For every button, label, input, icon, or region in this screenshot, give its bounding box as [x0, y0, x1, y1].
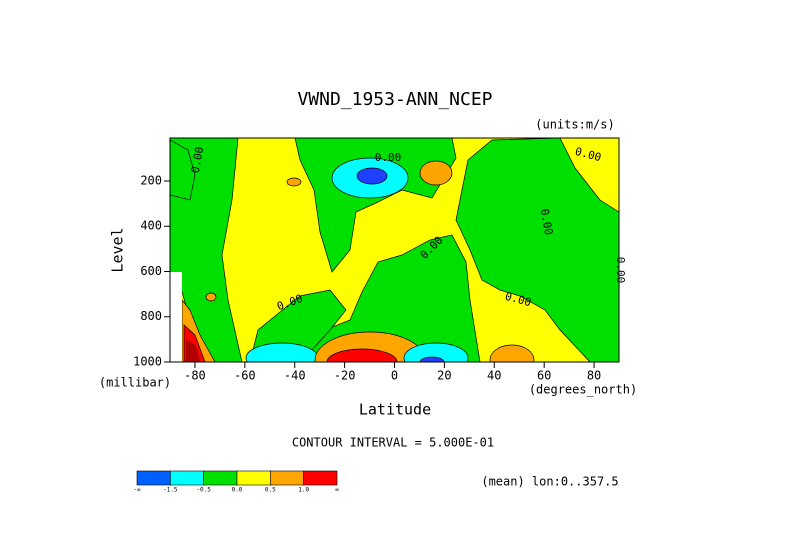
- region-orange: [205, 292, 217, 302]
- y-units: (millibar): [99, 376, 171, 390]
- y-tick-label: 200: [140, 173, 162, 187]
- colorbar-swatch: [136, 470, 171, 486]
- region-darkred: [186, 340, 200, 362]
- colorbar-swatch: [203, 470, 238, 486]
- colorbar-label: -0.5: [196, 487, 211, 494]
- region-cyan: [245, 342, 319, 362]
- colorbar-label: -∞: [133, 487, 141, 494]
- region-green: [170, 139, 196, 201]
- x-tick-label: -40: [284, 369, 306, 383]
- contour-label: 0.00: [614, 257, 627, 284]
- colorbar-swatch: [303, 470, 338, 486]
- x-tick-label: 40: [487, 369, 501, 383]
- region-green: [455, 138, 619, 362]
- colorbar-label: 0.0: [232, 487, 243, 494]
- contour-label: 0.00: [538, 208, 555, 236]
- colorbar-swatch: [170, 470, 204, 486]
- colorbar-swatch: [236, 470, 271, 486]
- contour-interval: CONTOUR INTERVAL = 5.000E-01: [292, 436, 494, 450]
- chart-title: VWND_1953-ANN_NCEP: [297, 89, 492, 110]
- x-tick-label: 20: [437, 369, 451, 383]
- y-tick-label: 1000: [133, 355, 162, 369]
- x-units: (degrees_north): [529, 383, 637, 397]
- x-axis-label: Latitude: [359, 401, 431, 419]
- region-blue: [419, 356, 445, 362]
- colorbar-label: ∞: [335, 487, 339, 494]
- footer-note: (mean) lon:0..357.5: [481, 475, 618, 489]
- region-orange: [419, 160, 453, 186]
- contour-label: 0.00: [375, 151, 402, 164]
- x-tick-label: -80: [184, 369, 206, 383]
- y-tick-label: 800: [140, 309, 162, 323]
- x-tick-label: 80: [587, 369, 601, 383]
- contour-field: [170, 138, 619, 362]
- contour-label: 0.00: [189, 146, 206, 174]
- x-tick-label: -20: [334, 369, 356, 383]
- y-tick-label: 400: [140, 219, 162, 233]
- region-orange: [489, 344, 535, 362]
- y-axis-label: Level: [109, 227, 127, 272]
- x-tick-label: 60: [537, 369, 551, 383]
- region-blue: [356, 167, 388, 185]
- units-label: (units:m/s): [535, 118, 614, 132]
- colorbar-label: 1.0: [298, 487, 309, 494]
- colorbar-swatch: [270, 470, 304, 486]
- region-cyan: [403, 342, 469, 362]
- colorbar-label: 0.5: [265, 487, 276, 494]
- colorbar-label: -1.5: [163, 487, 178, 494]
- x-tick-label: -60: [234, 369, 256, 383]
- region-red: [326, 348, 398, 362]
- region-orange: [286, 177, 302, 187]
- y-tick-label: 600: [140, 264, 162, 278]
- missing-data: [170, 272, 182, 362]
- x-tick-label: 0: [391, 369, 398, 383]
